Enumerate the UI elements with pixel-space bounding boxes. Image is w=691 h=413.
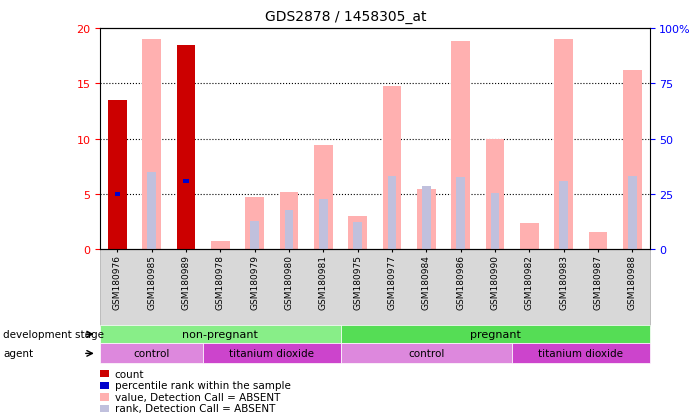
Text: value, Detection Call = ABSENT: value, Detection Call = ABSENT <box>115 392 280 402</box>
Text: control: control <box>408 349 444 358</box>
Bar <box>457 178 465 250</box>
Bar <box>319 199 328 250</box>
Bar <box>108 101 127 250</box>
Bar <box>623 71 642 250</box>
Bar <box>520 223 539 250</box>
Bar <box>177 45 196 250</box>
Bar <box>486 140 504 250</box>
Text: development stage: development stage <box>3 329 104 339</box>
Bar <box>628 177 636 250</box>
Text: agent: agent <box>3 349 34 358</box>
Text: control: control <box>133 349 170 358</box>
Bar <box>422 187 430 250</box>
Text: pregnant: pregnant <box>470 329 520 339</box>
Text: titanium dioxide: titanium dioxide <box>538 349 623 358</box>
Text: GDS2878 / 1458305_at: GDS2878 / 1458305_at <box>265 10 426 24</box>
Text: titanium dioxide: titanium dioxide <box>229 349 314 358</box>
Bar <box>417 189 436 250</box>
Bar <box>491 194 500 250</box>
Text: rank, Detection Call = ABSENT: rank, Detection Call = ABSENT <box>115 404 275 413</box>
Text: count: count <box>115 369 144 379</box>
Bar <box>589 232 607 250</box>
Bar <box>354 222 362 250</box>
Bar <box>285 210 293 250</box>
Bar <box>250 221 259 250</box>
Bar <box>314 146 333 250</box>
Bar <box>245 198 264 250</box>
Text: percentile rank within the sample: percentile rank within the sample <box>115 380 291 390</box>
Bar <box>383 86 401 250</box>
Bar <box>183 179 189 183</box>
Bar <box>348 217 367 250</box>
Bar <box>211 241 230 250</box>
Bar <box>560 181 568 250</box>
Bar <box>147 173 156 250</box>
Bar <box>388 177 396 250</box>
Bar <box>142 40 161 250</box>
Bar <box>115 193 120 197</box>
Text: non-pregnant: non-pregnant <box>182 329 258 339</box>
Bar <box>554 40 573 250</box>
Bar <box>280 192 299 250</box>
Bar <box>451 42 470 250</box>
